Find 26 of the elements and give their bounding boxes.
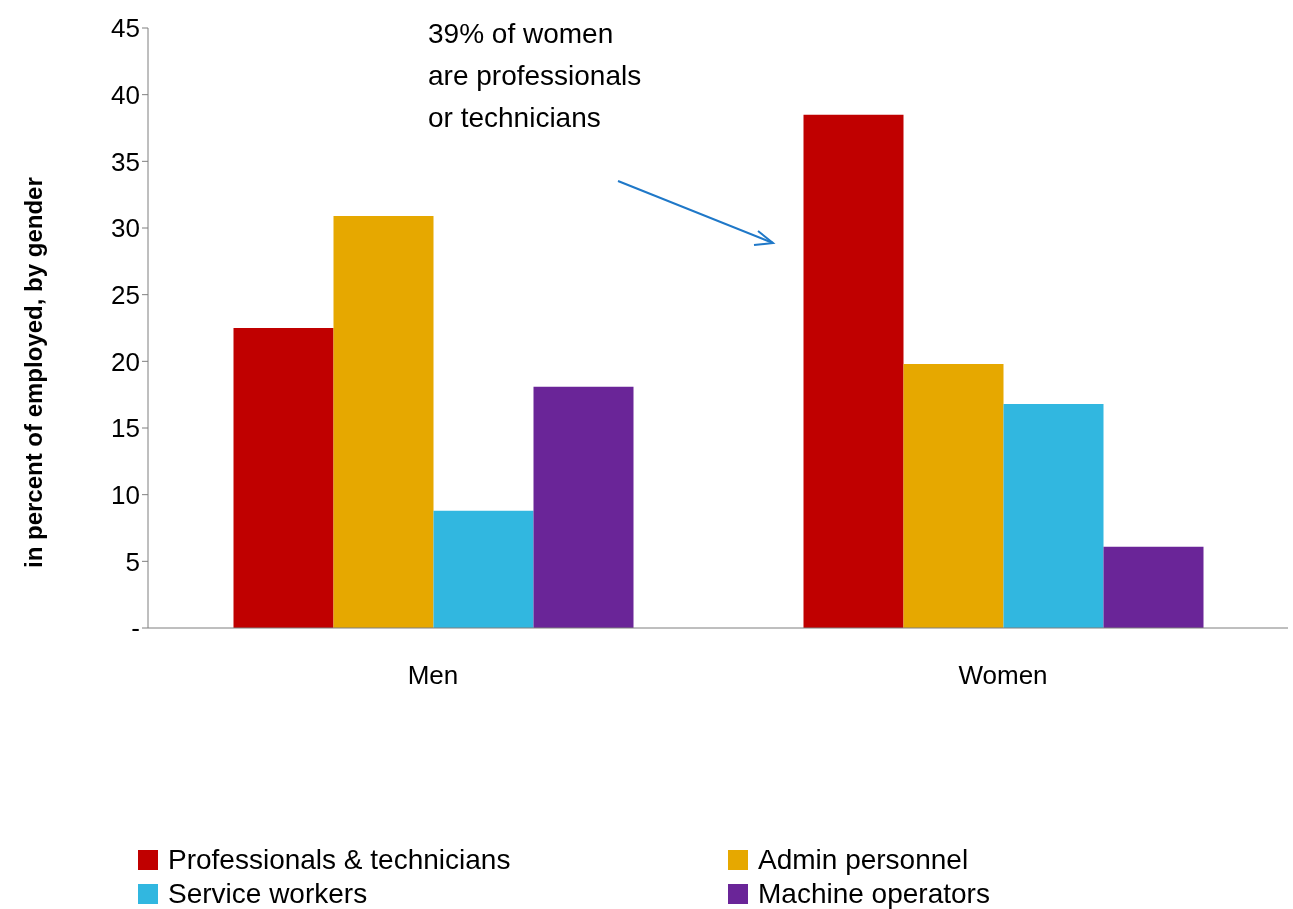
x-tick-label: Men xyxy=(407,660,459,691)
bar xyxy=(803,114,904,628)
legend-label: Admin personnel xyxy=(758,844,969,876)
y-tick-label: 20 xyxy=(111,346,140,377)
y-tick-label: 35 xyxy=(111,146,140,177)
y-tick-label: 30 xyxy=(111,213,140,244)
y-tick-label: 5 xyxy=(125,546,140,577)
y-tick-label: 45 xyxy=(111,13,140,44)
bar xyxy=(233,328,334,628)
bar xyxy=(433,510,534,628)
y-tick-label: 40 xyxy=(111,79,140,110)
legend-label: Machine operators xyxy=(758,878,990,909)
bar xyxy=(903,364,1004,628)
legend-label: Service workers xyxy=(168,878,368,909)
x-tick-label: Women xyxy=(958,660,1048,691)
annotation: 39% of women are professionals or technicians xyxy=(428,17,642,135)
bar xyxy=(333,216,434,628)
y-tick-label: 10 xyxy=(111,479,140,510)
bar xyxy=(533,386,634,628)
bar xyxy=(1003,404,1104,628)
y-axis-title: in percent of employed, by gender xyxy=(19,177,47,568)
legend-label: Professionals & technicians xyxy=(168,844,511,876)
bar xyxy=(1103,546,1204,628)
y-tick-label: - xyxy=(131,613,140,644)
y-tick-label: 15 xyxy=(111,413,140,444)
y-tick-label: 25 xyxy=(111,279,140,310)
